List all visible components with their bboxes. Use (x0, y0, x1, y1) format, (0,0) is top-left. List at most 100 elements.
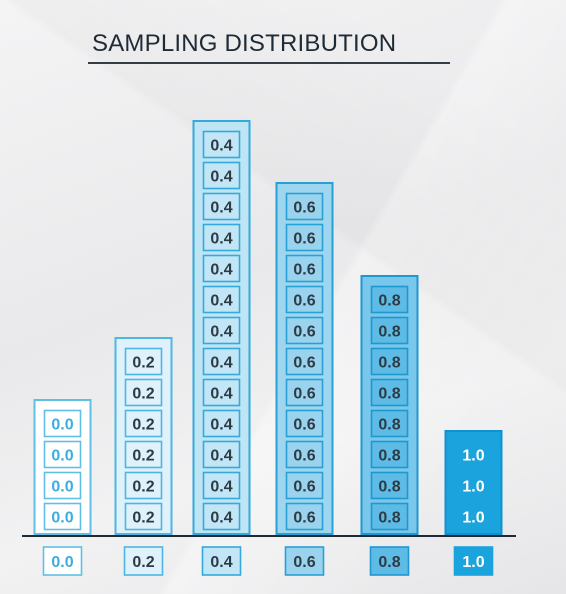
sample-cell (202, 378, 241, 407)
sample-cell (202, 409, 241, 438)
bar-0.2: 0.2 0.2 0.2 0.2 0.2 0.2 (114, 337, 173, 535)
x-tick-box (42, 546, 83, 576)
sample-cell-label: 0.8 (378, 386, 400, 403)
sample-cell (124, 502, 163, 531)
sample-cell-label: 0.4 (210, 293, 232, 310)
sample-cell-label: 0.0 (51, 510, 73, 527)
sample-cell-label: 0.4 (210, 355, 232, 372)
sample-cell-label: 0.8 (378, 293, 400, 310)
sample-cell-label: 0.8 (378, 355, 400, 372)
sample-cell (454, 440, 493, 469)
sample-cell-label: 0.4 (210, 510, 232, 527)
sample-cell-label: 0.8 (378, 324, 400, 341)
sample-cell-label: 0.4 (210, 262, 232, 279)
sample-cell (43, 471, 82, 500)
sample-cell (43, 440, 82, 469)
sample-cell (202, 254, 241, 283)
bar-0.0: 0.0 0.0 0.0 0.0 (33, 399, 92, 535)
x-tick-box (369, 546, 410, 576)
sample-cell (202, 130, 241, 159)
sample-cell (43, 409, 82, 438)
bar-0.4: 0.4 0.4 0.4 0.4 0.4 0.4 0.4 0.4 0.4 0.4 0.4 0.4 0.4 (192, 120, 251, 535)
sample-cell (370, 285, 409, 314)
sample-cell (370, 471, 409, 500)
sample-cell (124, 409, 163, 438)
sample-cell (370, 440, 409, 469)
sample-cell-label: 0.4 (210, 231, 232, 248)
sample-cell (285, 378, 324, 407)
sample-cell-label: 0.2 (132, 355, 154, 372)
x-tick-box (123, 546, 164, 576)
sample-cell (124, 347, 163, 376)
sample-cell (370, 347, 409, 376)
sample-cell (454, 502, 493, 531)
sample-cell (43, 502, 82, 531)
sample-cell-label: 0.6 (293, 448, 315, 465)
sample-cell-label: 0.6 (293, 355, 315, 372)
sample-cell-label: 0.4 (210, 138, 232, 155)
x-tick-label: 0.4 (210, 554, 232, 571)
sample-cell (202, 161, 241, 190)
x-tick-label: 0.8 (378, 554, 400, 571)
sample-cell (285, 223, 324, 252)
sample-cell (202, 502, 241, 531)
sample-cell-label: 1.0 (462, 479, 484, 496)
sample-cell-label: 0.2 (132, 417, 154, 434)
sample-cell-label: 0.4 (210, 479, 232, 496)
sample-cell (285, 285, 324, 314)
chart-title: SAMPLING DISTRIBUTION (92, 30, 397, 57)
x-tick-box (201, 546, 242, 576)
sample-cell-label: 0.6 (293, 200, 315, 217)
sample-cell (124, 378, 163, 407)
sample-cell-label: 0.4 (210, 386, 232, 403)
bar-1.0: 1.0 1.0 1.0 (444, 430, 503, 535)
sample-cell-label: 0.6 (293, 231, 315, 248)
sample-cell (454, 471, 493, 500)
sample-cell (285, 254, 324, 283)
x-tick-label: 0.6 (293, 554, 315, 571)
sample-cell (370, 316, 409, 345)
sample-cell-label: 1.0 (462, 448, 484, 465)
sample-cell-label: 0.2 (132, 479, 154, 496)
sample-cell (285, 409, 324, 438)
sample-cell-label: 0.2 (132, 448, 154, 465)
x-tick-label: 0.0 (51, 554, 73, 571)
sample-cell (202, 471, 241, 500)
sample-cell-label: 0.8 (378, 448, 400, 465)
sample-cell-label: 0.6 (293, 386, 315, 403)
sample-cell-label: 0.4 (210, 324, 232, 341)
sample-cell-label: 0.8 (378, 417, 400, 434)
title-underline (88, 62, 450, 64)
sample-cell (285, 316, 324, 345)
sample-cell (202, 347, 241, 376)
sample-cell-label: 0.6 (293, 324, 315, 341)
sample-cell (202, 192, 241, 221)
x-tick-label: 0.2 (132, 554, 154, 571)
bar-0.6: 0.6 0.6 0.6 0.6 0.6 0.6 0.6 0.6 0.6 0.6 0.6 (275, 182, 334, 535)
sample-cell-label: 0.6 (293, 262, 315, 279)
sample-cell-label: 0.0 (51, 417, 73, 434)
sample-cell (202, 440, 241, 469)
sample-cell (285, 347, 324, 376)
sample-cell-label: 0.6 (293, 479, 315, 496)
x-tick-box (284, 546, 325, 576)
sample-cell (285, 192, 324, 221)
sample-cell (202, 223, 241, 252)
sample-cell (285, 440, 324, 469)
sample-cell-label: 1.0 (462, 510, 484, 527)
sample-cell-label: 0.4 (210, 448, 232, 465)
bar-0.8: 0.8 0.8 0.8 0.8 0.8 0.8 0.8 0.8 (360, 275, 419, 535)
sample-cell-label: 0.0 (51, 479, 73, 496)
sample-cell (285, 502, 324, 531)
sample-cell (370, 378, 409, 407)
sample-cell-label: 0.6 (293, 510, 315, 527)
x-tick-box (453, 546, 494, 576)
sample-cell-label: 0.0 (51, 448, 73, 465)
sample-cell-label: 0.4 (210, 417, 232, 434)
sample-cell-label: 0.8 (378, 479, 400, 496)
sample-cell-label: 0.8 (378, 510, 400, 527)
sample-cell (370, 502, 409, 531)
sample-cell-label: 0.4 (210, 169, 232, 186)
sample-cell-label: 0.2 (132, 510, 154, 527)
